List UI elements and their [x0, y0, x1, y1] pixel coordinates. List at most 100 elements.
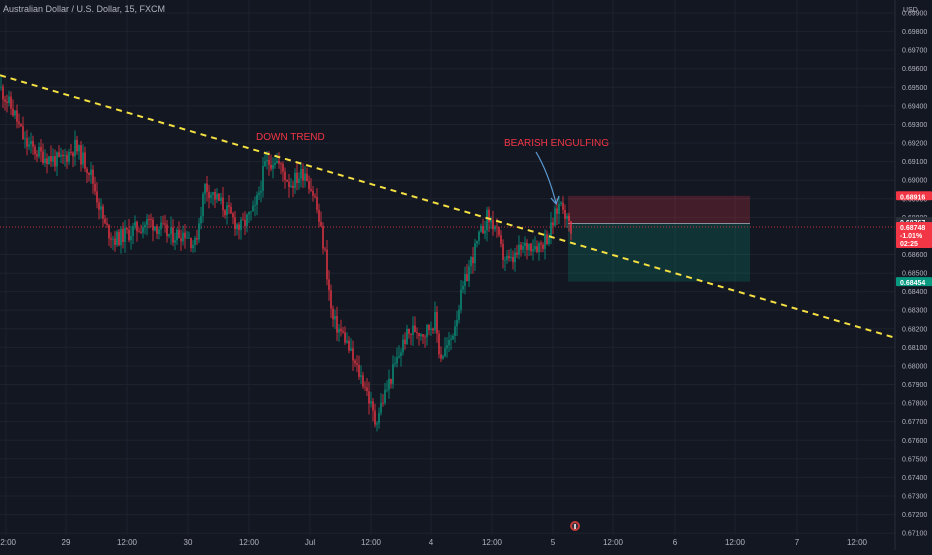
price-axis-bg[interactable] — [895, 0, 932, 550]
candle — [76, 139, 78, 152]
candle — [536, 246, 538, 253]
candle — [564, 209, 566, 219]
candle — [342, 331, 344, 333]
candle — [468, 266, 470, 282]
candle — [64, 155, 66, 157]
candle — [98, 202, 100, 210]
candle — [266, 159, 268, 162]
candle — [380, 402, 382, 413]
candle — [522, 246, 524, 250]
candle — [146, 219, 148, 225]
candle — [194, 238, 196, 245]
take-profit-zone[interactable] — [568, 223, 750, 282]
candle — [204, 183, 206, 194]
current-price-label-text: 02:25 — [900, 241, 918, 248]
current-price-label-text: 0.68748 — [900, 225, 925, 232]
candle — [332, 308, 334, 320]
candle — [86, 168, 88, 173]
stop-price-label-text: 0.68916 — [900, 194, 925, 201]
candle — [12, 108, 14, 116]
candle — [402, 339, 404, 353]
candle — [508, 255, 510, 259]
candle — [20, 123, 22, 127]
candle — [306, 173, 308, 182]
candle — [246, 214, 248, 226]
candle — [126, 227, 128, 230]
candle — [444, 348, 446, 357]
candle — [370, 401, 372, 404]
candle — [14, 110, 16, 116]
candle — [216, 193, 218, 200]
candle — [368, 391, 370, 404]
candle — [178, 229, 180, 239]
candle — [476, 240, 478, 244]
candle — [184, 232, 186, 239]
price-tick: 0.67300 — [902, 493, 927, 500]
candle — [218, 193, 220, 201]
event-flag-icon[interactable] — [570, 521, 580, 531]
candle — [472, 257, 474, 264]
candle — [0, 86, 2, 88]
candle — [230, 206, 232, 214]
candle — [202, 193, 204, 217]
candle — [450, 339, 452, 341]
candle — [462, 285, 464, 290]
candle — [460, 289, 462, 310]
candle — [130, 235, 132, 241]
time-tick: 6 — [673, 538, 678, 547]
candle — [120, 228, 122, 246]
candle — [212, 191, 214, 195]
grid — [0, 0, 895, 535]
candle — [374, 410, 376, 425]
candle — [464, 274, 466, 286]
candle — [132, 226, 134, 236]
candle — [328, 279, 330, 291]
candle — [66, 155, 68, 162]
candle — [316, 196, 318, 210]
candle — [156, 226, 158, 234]
candle — [232, 213, 234, 218]
candle — [220, 197, 222, 201]
candle — [492, 219, 494, 230]
candle — [276, 160, 278, 163]
trendline[interactable] — [0, 74, 894, 339]
candle — [200, 216, 202, 224]
candle — [252, 205, 254, 212]
candle — [148, 219, 150, 220]
candle — [28, 144, 30, 147]
time-tick: 5 — [551, 538, 556, 547]
price-tick: 0.68400 — [902, 289, 927, 296]
candle — [206, 183, 208, 192]
candle — [10, 96, 12, 109]
candle — [4, 99, 6, 102]
candle — [340, 328, 342, 332]
candle — [72, 152, 74, 157]
candle — [502, 243, 504, 260]
candle — [268, 159, 270, 165]
time-tick: 30 — [184, 538, 193, 547]
price-tick: 0.68300 — [902, 308, 927, 315]
candle — [214, 191, 216, 200]
candle — [284, 171, 286, 180]
position-zones — [0, 195, 895, 282]
price-tick: 0.69700 — [902, 48, 927, 55]
candle — [352, 348, 354, 361]
price-tick: 0.68000 — [902, 363, 927, 370]
candle — [250, 211, 252, 213]
candle — [448, 340, 450, 346]
candle — [160, 222, 162, 230]
stop-loss-zone[interactable] — [568, 195, 750, 224]
candle — [322, 225, 324, 249]
candle — [74, 139, 76, 157]
candle — [436, 311, 438, 334]
price-tick: 0.68500 — [902, 271, 927, 278]
candle — [470, 257, 472, 267]
candle — [118, 231, 120, 246]
candle — [248, 212, 250, 215]
candle — [384, 389, 386, 403]
candle — [378, 412, 380, 424]
candle — [358, 365, 360, 377]
candle — [102, 206, 104, 219]
